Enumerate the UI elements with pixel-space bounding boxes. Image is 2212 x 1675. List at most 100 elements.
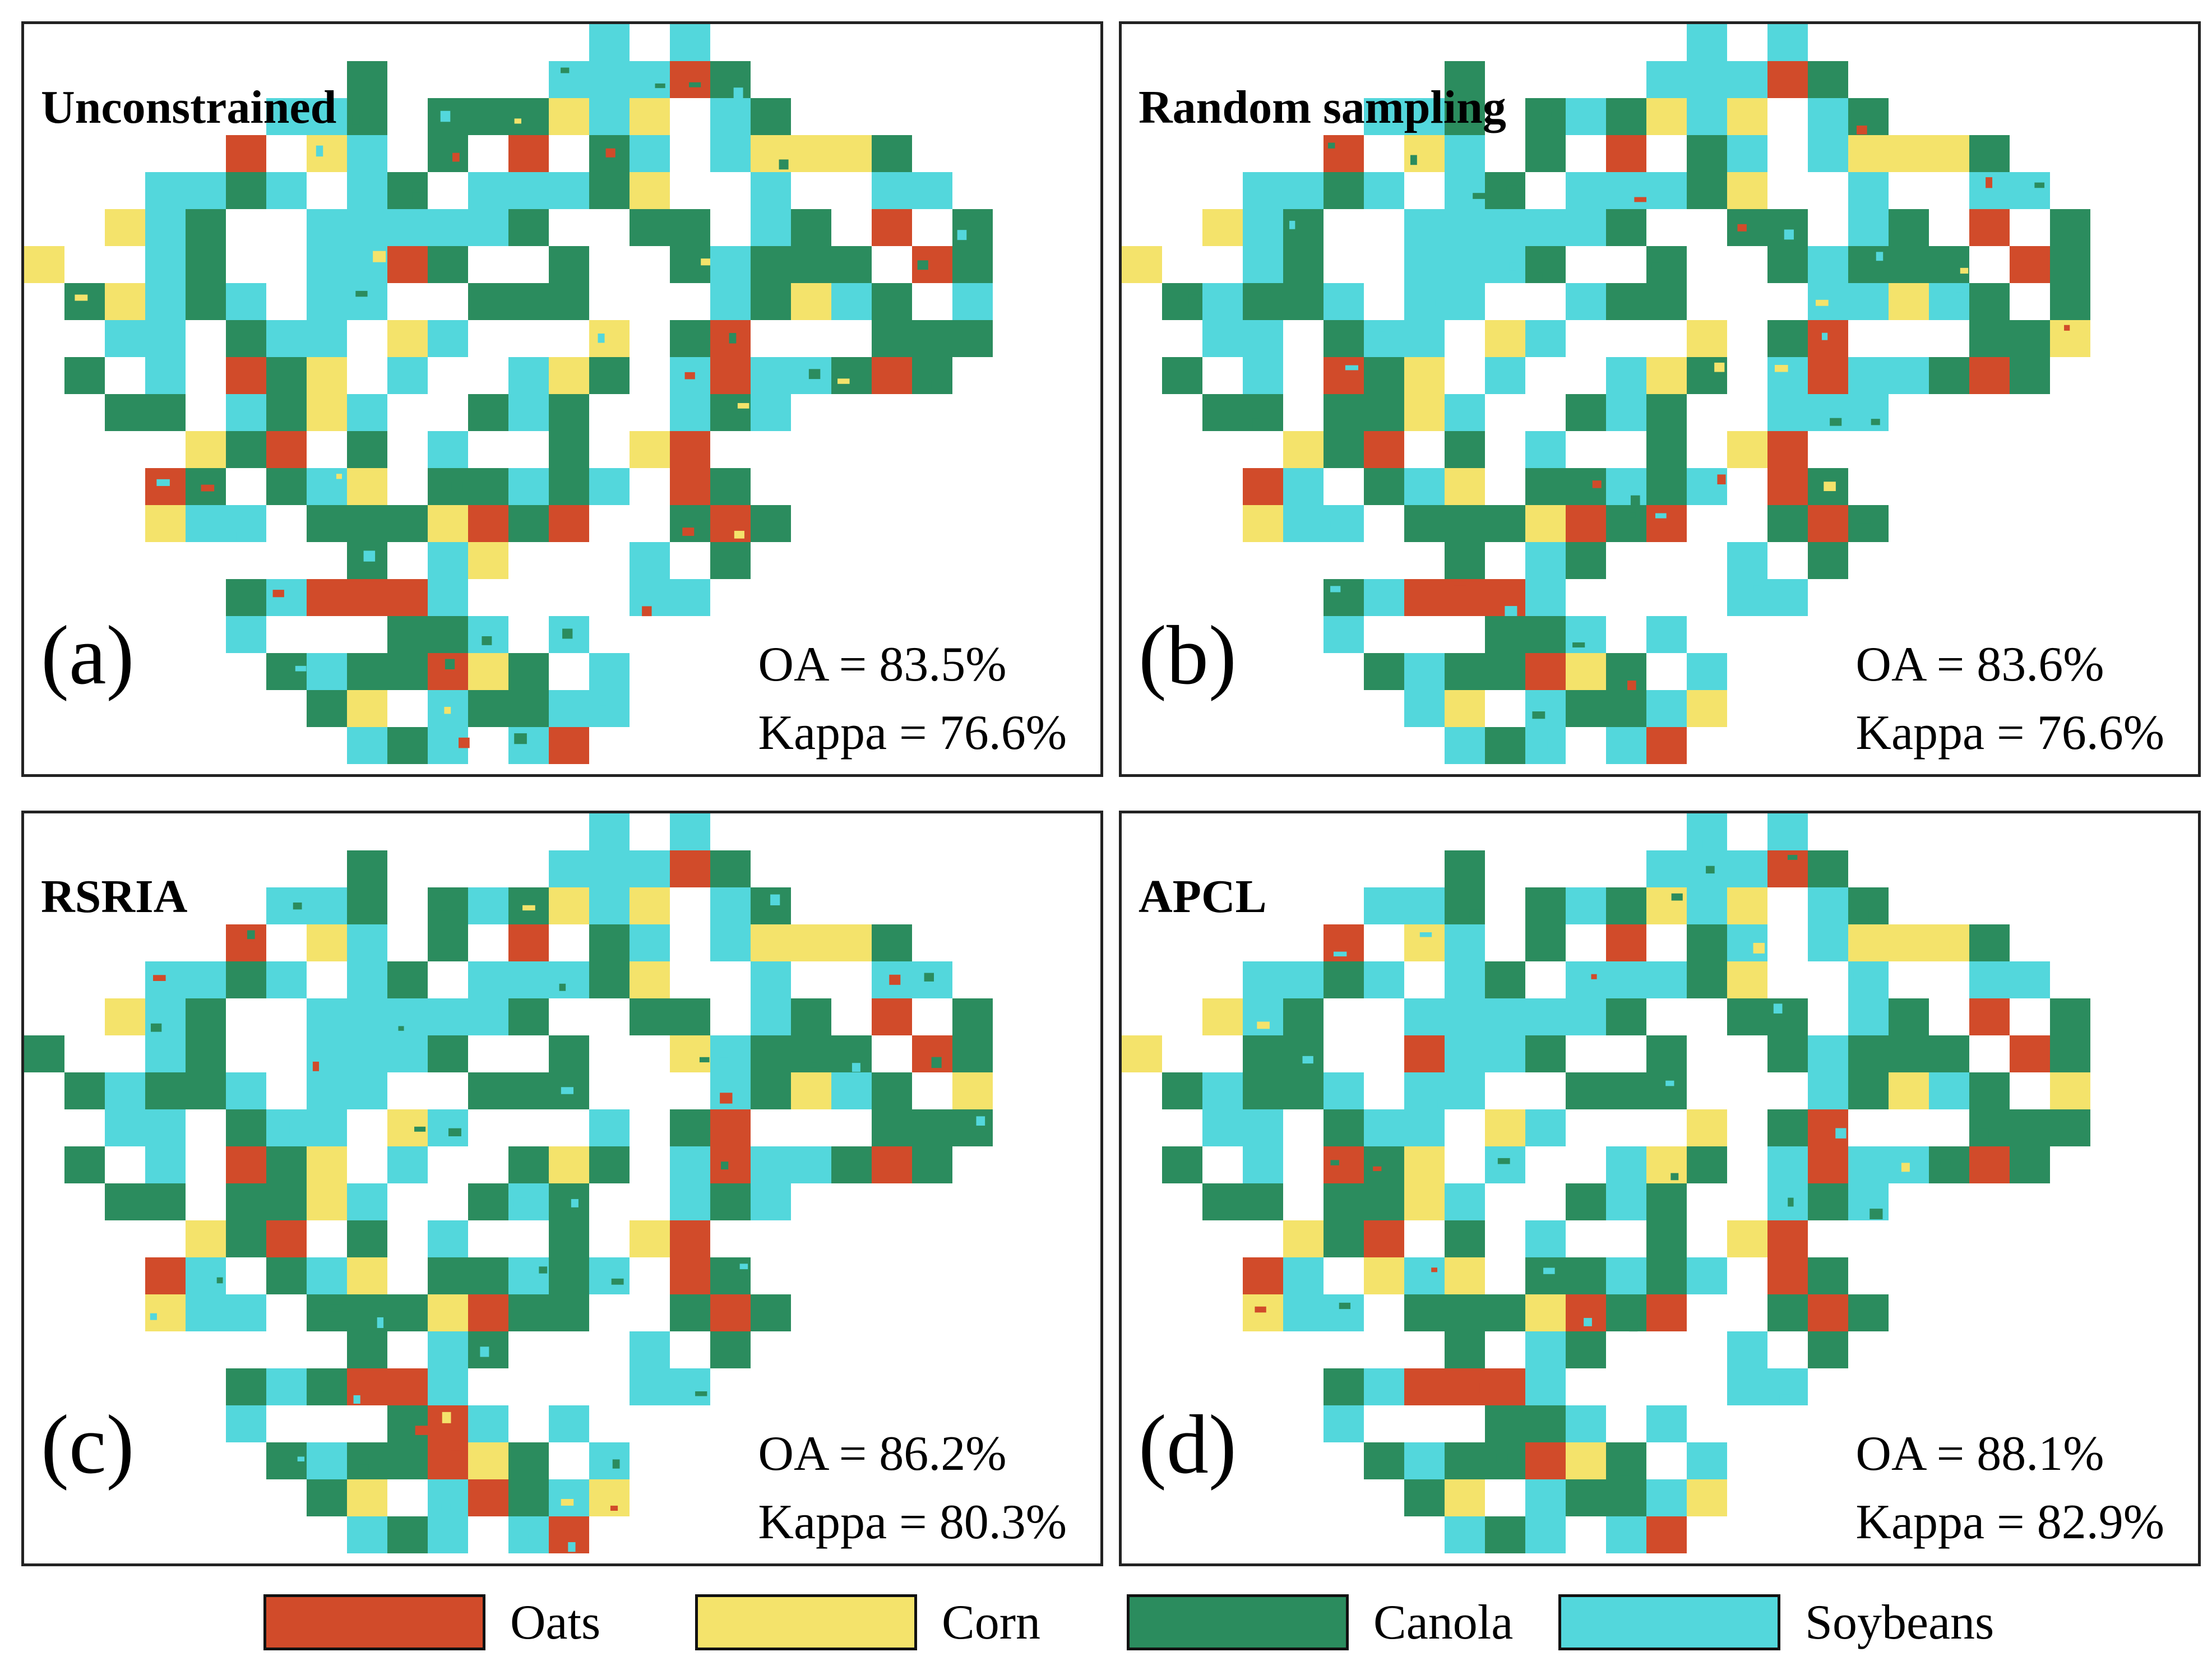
field-parcel bbox=[912, 1146, 952, 1183]
misclassified-pixels bbox=[437, 905, 448, 911]
misclassified-pixels bbox=[150, 1313, 157, 1320]
misclassified-pixels bbox=[513, 1197, 526, 1207]
misclassified-pixels bbox=[1978, 1128, 1989, 1139]
field-parcel bbox=[2050, 246, 2090, 283]
misclassified-pixels bbox=[398, 1026, 404, 1031]
field-parcel bbox=[670, 468, 710, 505]
field-parcel bbox=[1767, 1109, 1808, 1146]
field-parcel bbox=[347, 1331, 387, 1368]
field-parcel bbox=[468, 1257, 508, 1294]
field-parcel bbox=[1324, 172, 1364, 209]
field-parcel bbox=[1566, 887, 1606, 924]
field-parcel bbox=[1969, 1146, 2010, 1183]
misclassified-pixels bbox=[1960, 267, 1969, 274]
misclassified-pixels bbox=[699, 1057, 710, 1063]
field-parcel bbox=[1646, 1072, 1687, 1109]
misclassified-pixels bbox=[1473, 193, 1486, 199]
field-parcel bbox=[1445, 542, 1485, 579]
field-parcel bbox=[1243, 961, 1283, 998]
field-parcel bbox=[751, 394, 791, 431]
field-parcel bbox=[1525, 1294, 1566, 1331]
field-parcel bbox=[226, 1405, 266, 1442]
field-parcel bbox=[1445, 1516, 1485, 1553]
field-parcel bbox=[1445, 209, 1485, 246]
field-parcel bbox=[347, 1220, 387, 1257]
field-parcel bbox=[1566, 542, 1606, 579]
field-parcel bbox=[1404, 1183, 1445, 1220]
field-parcel bbox=[1485, 1146, 1525, 1183]
field-parcel bbox=[428, 924, 468, 961]
field-parcel bbox=[347, 961, 387, 998]
misclassified-pixels bbox=[1651, 262, 1660, 269]
misclassified-pixels bbox=[414, 1126, 426, 1132]
field-parcel bbox=[347, 1368, 387, 1405]
field-parcel bbox=[1969, 135, 2010, 172]
field-parcel bbox=[1687, 1146, 1727, 1183]
misclassified-pixels bbox=[445, 659, 455, 669]
field-parcel bbox=[1646, 690, 1687, 727]
misclassified-pixels bbox=[1505, 606, 1517, 617]
misclassified-pixels bbox=[2034, 182, 2045, 188]
field-parcel bbox=[1243, 1072, 1283, 1109]
field-parcel bbox=[1566, 1257, 1606, 1294]
legend-swatch bbox=[695, 1594, 917, 1650]
misclassified-pixels bbox=[336, 330, 346, 335]
misclassified-pixels bbox=[438, 1229, 451, 1236]
misclassified-pixels bbox=[1630, 495, 1640, 506]
field-parcel bbox=[1243, 1146, 1283, 1183]
misclassified-pixels bbox=[295, 665, 307, 672]
field-parcel bbox=[468, 1442, 508, 1479]
field-parcel bbox=[1889, 135, 1929, 172]
misclassified-pixels bbox=[316, 145, 323, 157]
field-parcel bbox=[1525, 690, 1566, 727]
field-parcel bbox=[387, 320, 428, 357]
field-parcel bbox=[266, 320, 307, 357]
field-parcel bbox=[2010, 1035, 2050, 1072]
misclassified-pixels bbox=[1853, 973, 1866, 982]
field-parcel bbox=[549, 98, 589, 135]
field-parcel bbox=[1687, 135, 1727, 172]
misclassified-pixels bbox=[363, 550, 376, 562]
field-parcel bbox=[710, 61, 751, 98]
field-parcel bbox=[145, 357, 186, 394]
misclassified-pixels bbox=[1876, 252, 1884, 261]
field-parcel bbox=[1122, 1035, 1162, 1072]
field-parcel bbox=[1808, 1146, 1848, 1183]
field-parcel bbox=[468, 542, 508, 579]
misclassified-pixels bbox=[2064, 325, 2070, 331]
field-parcel bbox=[751, 209, 791, 246]
field-parcel bbox=[428, 505, 468, 542]
misclassified-pixels bbox=[568, 1542, 576, 1552]
field-parcel bbox=[1808, 1072, 1848, 1109]
field-parcel bbox=[1324, 1183, 1364, 1220]
misclassified-pixels bbox=[1658, 984, 1667, 994]
field-parcel bbox=[387, 1516, 428, 1553]
field-parcel bbox=[1808, 1294, 1848, 1331]
field-parcel bbox=[508, 468, 549, 505]
misclassified-pixels bbox=[811, 1062, 817, 1068]
accuracy-stats: OA = 86.2% Kappa = 80.3% bbox=[758, 1420, 1067, 1557]
field-parcel bbox=[508, 1479, 549, 1516]
field-parcel bbox=[670, 850, 710, 887]
field-parcel bbox=[307, 209, 347, 246]
field-parcel bbox=[307, 998, 347, 1035]
misclassified-pixels bbox=[539, 1266, 548, 1274]
misclassified-pixels bbox=[1627, 681, 1636, 692]
field-parcel bbox=[710, 1331, 751, 1368]
misclassified-pixels bbox=[1538, 740, 1548, 749]
field-parcel bbox=[1646, 394, 1687, 431]
field-parcel bbox=[1646, 468, 1687, 505]
misclassified-pixels bbox=[487, 1006, 499, 1014]
field-parcel bbox=[589, 1479, 630, 1516]
field-parcel bbox=[1646, 1294, 1687, 1331]
field-parcel bbox=[1808, 1257, 1848, 1294]
field-parcel bbox=[1283, 172, 1324, 209]
field-parcel bbox=[347, 1183, 387, 1220]
field-parcel bbox=[670, 24, 710, 61]
field-parcel bbox=[751, 961, 791, 998]
misclassified-pixels bbox=[1871, 419, 1880, 425]
field-parcel bbox=[1202, 283, 1243, 320]
field-parcel bbox=[508, 209, 549, 246]
field-parcel bbox=[549, 431, 589, 468]
field-parcel bbox=[428, 616, 468, 653]
